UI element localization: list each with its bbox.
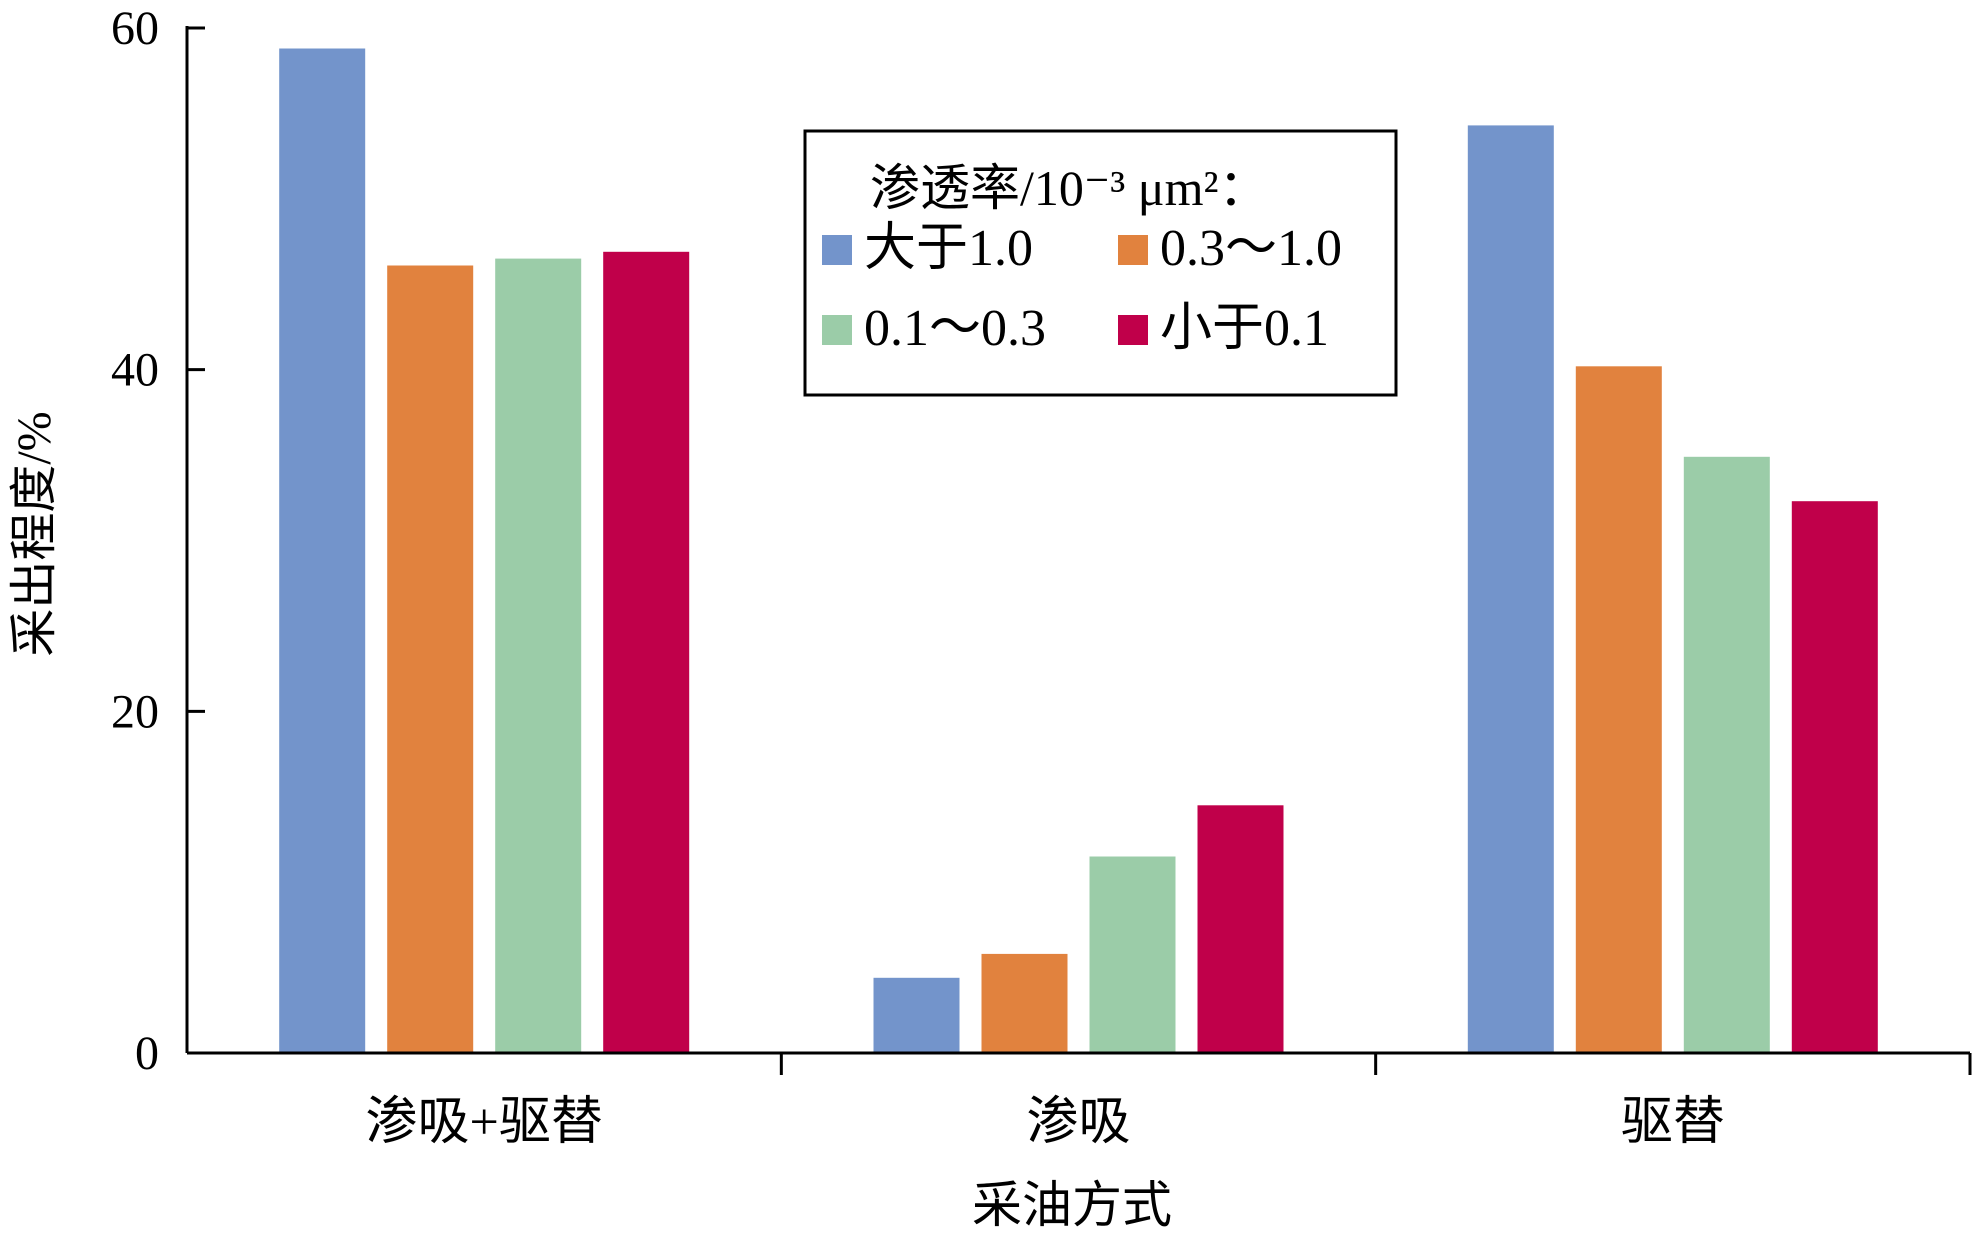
legend-swatch-4	[1118, 315, 1148, 345]
legend-label-1: 大于1.0	[864, 220, 1033, 277]
legend-label-2: 0.3～1.0	[1160, 220, 1342, 277]
y-tick-label: 0	[135, 1027, 159, 1080]
bars-group	[279, 48, 1878, 1054]
x-axis-label: 采油方式	[972, 1177, 1172, 1233]
bar-series-4-cat-1	[603, 251, 690, 1054]
legend-label-4: 小于0.1	[1160, 300, 1329, 357]
bar-series-4-cat-3	[1791, 501, 1878, 1053]
x-tick-label: 驱替	[1621, 1094, 1725, 1151]
axes-group: 0 20 40 60 渗吸+驱替 渗吸 驱替	[111, 2, 1972, 1151]
legend-swatch-1	[822, 235, 852, 265]
legend: 渗透率/10⁻³ μm²： 大于1.0 0.3～1.0 0.1～0.3 小于0.1	[803, 129, 1398, 397]
legend-box	[803, 129, 1398, 397]
bar-series-4-cat-2	[1197, 805, 1284, 1053]
x-tick-label: 渗吸+驱替	[366, 1094, 603, 1151]
bar-series-3-cat-2	[1089, 856, 1176, 1053]
legend-swatch-3	[822, 315, 852, 345]
bar-series-2-cat-3	[1575, 366, 1662, 1054]
legend-title: 渗透率/10⁻³ μm²：	[870, 160, 1268, 216]
bar-series-1-cat-3	[1467, 125, 1554, 1053]
y-tick-label: 40	[111, 344, 159, 397]
y-axis-label: 采出程度/%	[8, 411, 61, 656]
x-tick-label: 渗吸	[1026, 1094, 1130, 1151]
y-tick-label: 60	[111, 2, 159, 55]
bar-series-3-cat-3	[1683, 456, 1770, 1053]
legend-label-3: 0.1～0.3	[864, 300, 1046, 357]
y-tick-label: 20	[111, 685, 159, 738]
bar-series-2-cat-1	[387, 265, 474, 1053]
bar-series-1-cat-2	[873, 977, 960, 1053]
bar-series-2-cat-2	[981, 953, 1068, 1053]
legend-swatch-2	[1118, 235, 1148, 265]
bar-series-1-cat-1	[279, 48, 366, 1053]
bar-series-3-cat-1	[495, 258, 582, 1054]
legend-items: 大于1.0 0.3～1.0 0.1～0.3 小于0.1	[822, 220, 1342, 357]
